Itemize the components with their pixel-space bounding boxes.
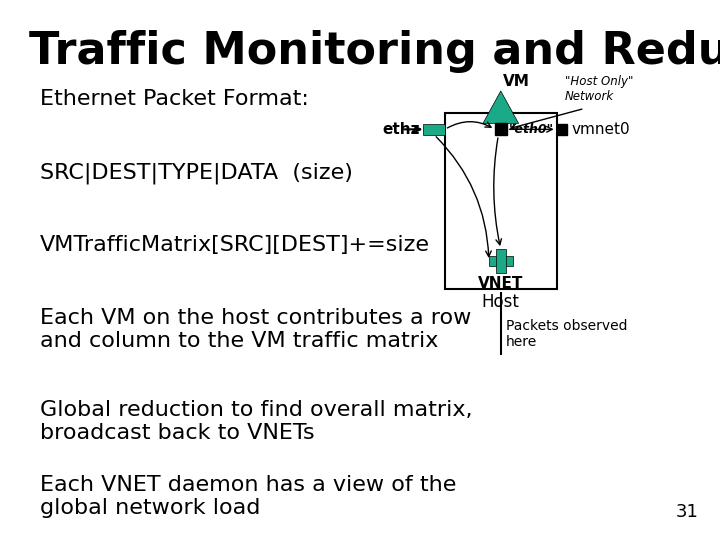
Text: "eth0": "eth0" <box>509 123 554 136</box>
Bar <box>489 256 513 266</box>
Text: VM: VM <box>503 74 530 89</box>
Text: VNET: VNET <box>478 276 523 291</box>
Bar <box>496 249 505 273</box>
Text: SRC|DEST|TYPE|DATA  (size): SRC|DEST|TYPE|DATA (size) <box>40 162 353 184</box>
Text: ethz: ethz <box>383 122 420 137</box>
Text: VMTrafficMatrix[SRC][DEST]+=size: VMTrafficMatrix[SRC][DEST]+=size <box>40 235 430 255</box>
Bar <box>445 113 557 289</box>
Bar <box>423 124 445 135</box>
Polygon shape <box>483 91 518 124</box>
Text: 31: 31 <box>675 503 698 521</box>
Bar <box>557 124 567 135</box>
Bar <box>495 124 507 136</box>
Text: Traffic Monitoring and Reduction: Traffic Monitoring and Reduction <box>29 30 720 73</box>
Text: Host: Host <box>482 293 520 311</box>
Text: Global reduction to find overall matrix,
broadcast back to VNETs: Global reduction to find overall matrix,… <box>40 400 472 443</box>
Text: vmnet0: vmnet0 <box>572 122 630 137</box>
Text: Each VNET daemon has a view of the
global network load: Each VNET daemon has a view of the globa… <box>40 475 456 518</box>
Text: "Host Only"
Network: "Host Only" Network <box>564 76 633 103</box>
Text: Each VM on the host contributes a row
and column to the VM traffic matrix: Each VM on the host contributes a row an… <box>40 308 471 351</box>
Text: Ethernet Packet Format:: Ethernet Packet Format: <box>40 89 308 109</box>
Text: Packets observed
here: Packets observed here <box>505 319 627 349</box>
